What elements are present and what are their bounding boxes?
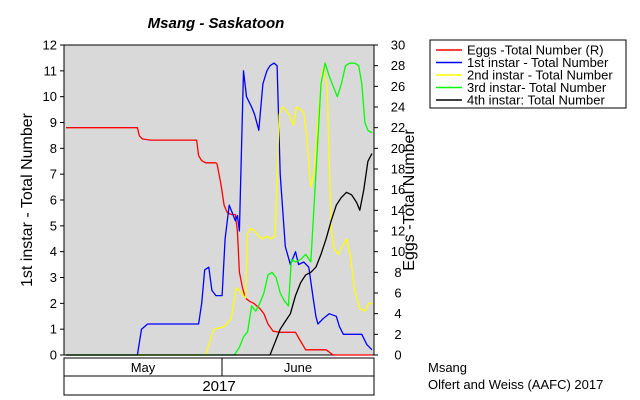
left-tick-label: 4 — [50, 244, 57, 259]
right-tick-label: 16 — [391, 182, 405, 197]
right-tick-label: 14 — [391, 203, 405, 218]
chart-title: Msang - Saskatoon — [148, 15, 285, 32]
right-tick-label: 28 — [391, 58, 405, 73]
right-tick-label: 8 — [394, 265, 401, 280]
series-line-1 — [66, 127, 372, 356]
left-tick-label: 9 — [50, 115, 57, 130]
right-tick-label: 2 — [394, 327, 401, 342]
year-label: 2017 — [202, 378, 235, 395]
series-layer — [66, 62, 373, 356]
left-tick-label: 11 — [44, 63, 58, 78]
right-tick-label: 18 — [391, 162, 405, 177]
left-tick-label: 3 — [50, 270, 57, 285]
left-tick-label: 5 — [50, 218, 57, 233]
right-tick-label: 24 — [391, 100, 405, 115]
right-tick-label: 10 — [391, 244, 405, 259]
left-tick-label: 12 — [43, 38, 57, 53]
series-line-5 — [66, 153, 373, 356]
right-tick-label: 30 — [391, 38, 405, 53]
left-tick-label: 6 — [50, 193, 57, 208]
legend-label-3: 2nd instar - Total Number — [467, 68, 613, 83]
right-tick-label: 26 — [391, 79, 405, 94]
legend-label-2: 1st instar - Total Number — [467, 55, 609, 70]
series-line-3 — [66, 67, 372, 356]
right-tick-label: 12 — [391, 224, 405, 239]
left-tick-label: 8 — [50, 141, 57, 156]
legend-label-5: 4th instar: Total Number — [467, 93, 605, 108]
right-axis-label: Eggs -Total Number — [401, 129, 418, 271]
right-tick-label: 6 — [394, 286, 401, 301]
legend-label-1: Eggs -Total Number (R) — [467, 43, 604, 58]
footer-line-2: Olfert and Weiss (AAFC) 2017 — [428, 377, 603, 392]
footer-line-1: Msang — [428, 360, 467, 375]
right-tick-label: 20 — [391, 141, 405, 156]
left-tick-label: 10 — [43, 89, 57, 104]
right-tick-label: 4 — [394, 306, 401, 321]
legend-box — [429, 39, 627, 109]
series-line-4 — [66, 62, 373, 356]
series-line-2 — [66, 62, 373, 356]
x-axis: May June 2017 — [63, 357, 375, 396]
left-tick-label: 7 — [50, 167, 57, 182]
right-tick-label: 22 — [391, 120, 405, 135]
left-axis-label: 1st instar - Total Number — [19, 112, 36, 287]
left-tick-label: 2 — [50, 296, 57, 311]
left-tick-label: 0 — [50, 348, 57, 363]
legend: Eggs -Total Number (R)1st instar - Total… — [429, 39, 627, 109]
month-label-may: May — [131, 360, 156, 375]
left-tick-label: 1 — [50, 322, 57, 337]
plot-area — [63, 44, 375, 356]
year-box — [63, 375, 375, 396]
month-label-june: June — [284, 360, 312, 375]
right-tick-label: 0 — [394, 348, 401, 363]
legend-label-4: 3rd instar- Total Number — [467, 80, 607, 95]
